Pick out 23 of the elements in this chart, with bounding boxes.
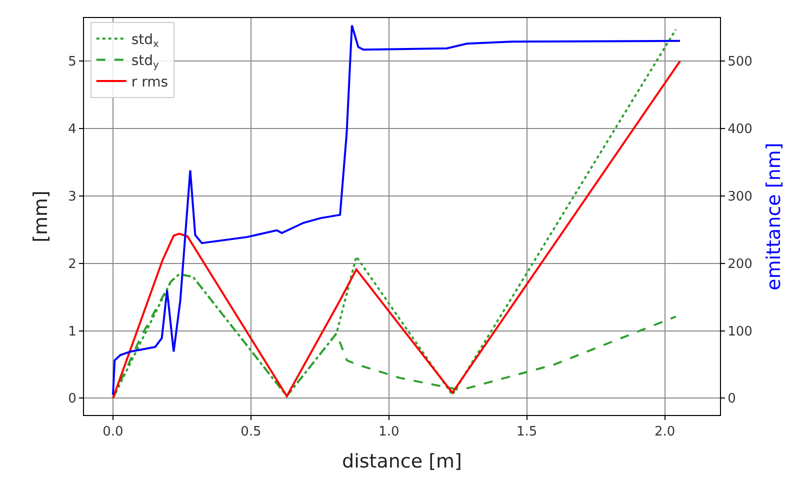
- legend-label: std$_{x}$: [131, 32, 160, 50]
- y2-tick-label: 500: [728, 54, 752, 70]
- y-tick-label: 2: [68, 256, 76, 272]
- legend-label: r rms: [131, 74, 168, 90]
- y2-axis-title: emittance [nm]: [763, 142, 786, 290]
- x-tick-label: 2.0: [654, 424, 676, 440]
- y2-tick-label: 100: [728, 324, 752, 340]
- y-tick-label: 4: [68, 122, 76, 138]
- y-tick-label: 5: [68, 54, 76, 70]
- x-tick-label: 0.5: [240, 424, 262, 440]
- y2-tick-label: 200: [728, 256, 752, 272]
- x-tick-label: 1.0: [378, 424, 400, 440]
- y-tick-label: 3: [68, 189, 76, 204]
- y-axis-title: [mm]: [30, 190, 52, 242]
- x-tick-label: 0.0: [102, 424, 124, 440]
- y2-tick-label: 400: [728, 122, 752, 138]
- y-tick-label: 1: [68, 324, 76, 340]
- y-tick-label: 0: [68, 392, 76, 407]
- y2-tick-label: 0: [728, 392, 736, 407]
- y2-tick-label: 300: [728, 189, 752, 204]
- legend-label: std$_{y}$: [131, 53, 160, 72]
- x-axis-title: distance [m]: [342, 450, 462, 472]
- x-tick-label: 1.5: [516, 424, 538, 440]
